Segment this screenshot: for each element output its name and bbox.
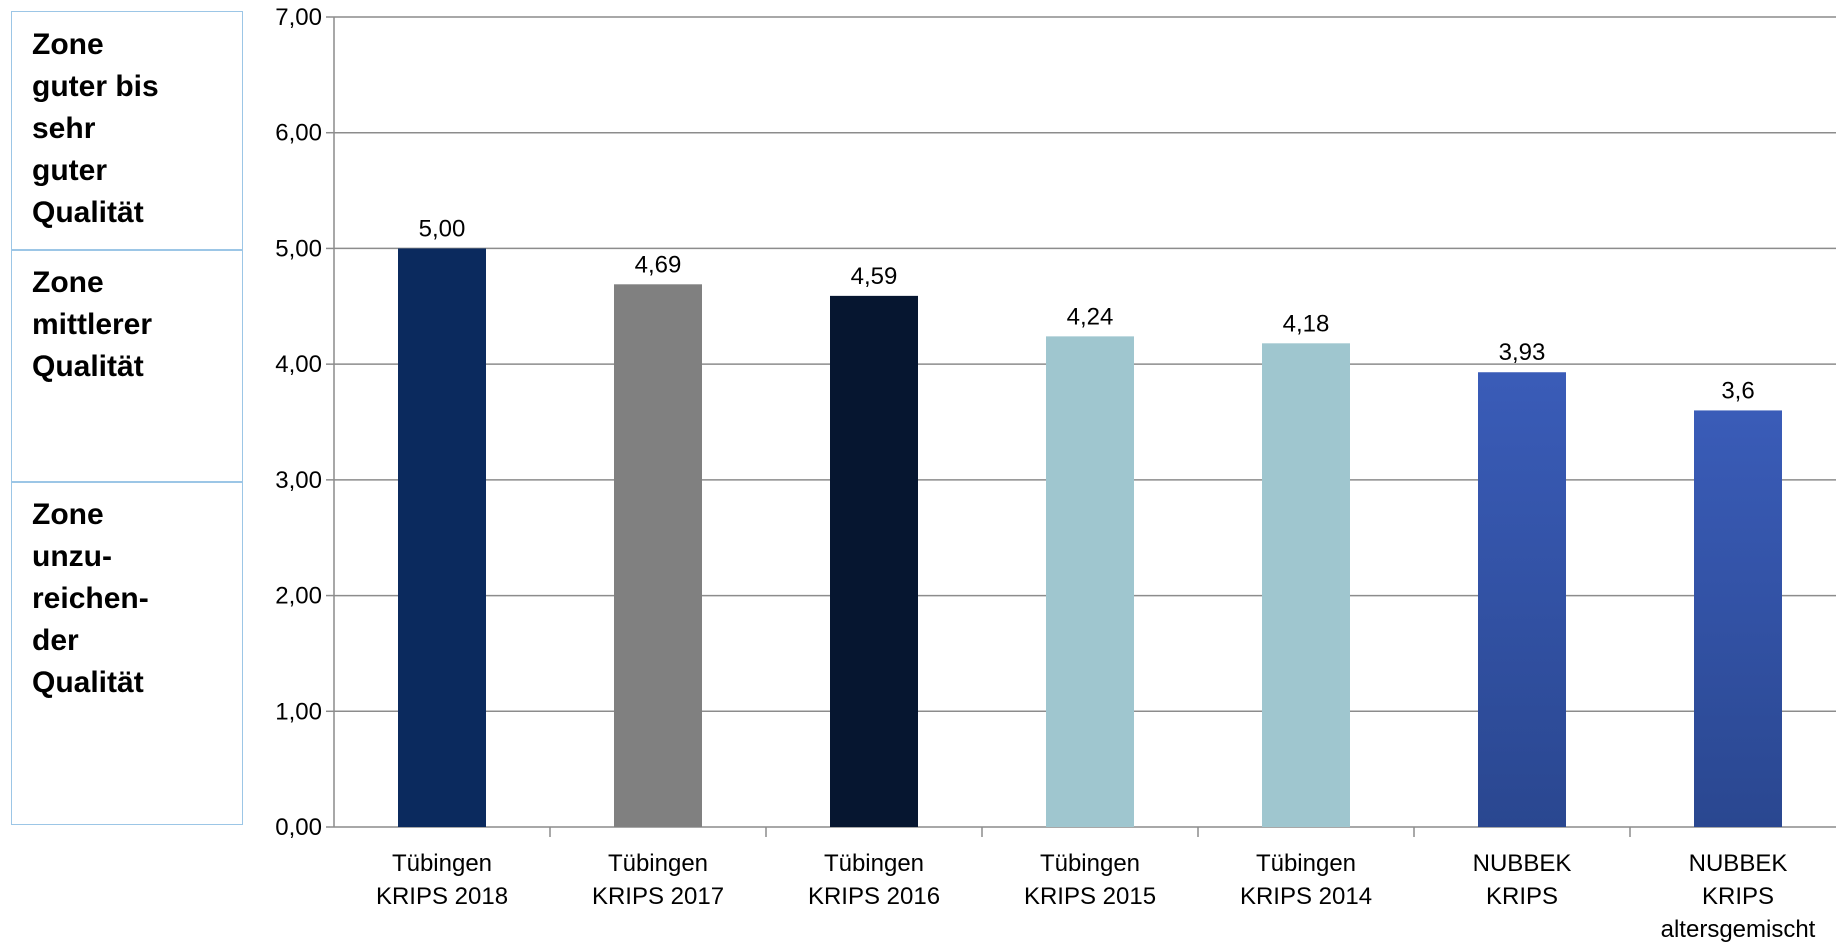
- category-label: KRIPS 2016: [808, 883, 940, 910]
- data-label: 3,93: [1499, 339, 1546, 366]
- category-label: KRIPS 2014: [1240, 883, 1372, 910]
- category-label: NUBBEK: [1473, 850, 1572, 877]
- bar: [1478, 372, 1566, 827]
- category-label: altersgemischt: [1661, 916, 1816, 943]
- category-label: Tübingen: [608, 850, 708, 877]
- bar: [614, 284, 702, 827]
- zone-box-3: [11, 482, 243, 825]
- category-label: Tübingen: [1040, 850, 1140, 877]
- quality-zones-panel: Zone guter bis sehr guter Qualität Zone mittle…: [0, 0, 260, 945]
- data-label: 4,69: [635, 251, 682, 278]
- y-tick-label: 3,00: [275, 467, 322, 494]
- zone-label-line: der: [32, 624, 79, 657]
- bar: [1262, 343, 1350, 827]
- data-label: 4,24: [1067, 303, 1114, 330]
- data-label: 4,18: [1283, 310, 1330, 337]
- y-tick-label: 4,00: [275, 351, 322, 378]
- zone-label-line: reichen-: [32, 582, 149, 615]
- zone-label-1: Zone guter bis sehr guter Qualität: [32, 24, 159, 234]
- zone-label-2: Zone mittlerer Qualität: [32, 262, 152, 388]
- zone-label-line: guter bis: [32, 70, 159, 103]
- bar: [830, 295, 918, 827]
- bar: [1694, 410, 1782, 827]
- category-label: Tübingen: [824, 850, 924, 877]
- category-label: NUBBEK: [1689, 850, 1788, 877]
- zone-label-line: Zone: [32, 28, 104, 61]
- category-label: KRIPS: [1486, 883, 1558, 910]
- zone-box-1: [11, 11, 243, 250]
- zone-label-line: Qualität: [32, 350, 144, 383]
- data-label: 3,6: [1721, 377, 1754, 404]
- y-tick-label: 7,00: [275, 4, 322, 31]
- y-tick-label: 1,00: [275, 698, 322, 725]
- zone-box-2: [11, 250, 243, 482]
- zone-label-line: mittlerer: [32, 308, 153, 341]
- y-tick-label: 5,00: [275, 235, 322, 262]
- zone-label-line: Zone: [32, 266, 104, 299]
- category-label: Tübingen: [1256, 850, 1356, 877]
- zone-label-line: unzu-: [32, 540, 112, 573]
- category-label: KRIPS 2017: [592, 883, 724, 910]
- bar: [398, 248, 486, 827]
- zone-label-3: Zone unzu-reichen-der Qualität: [32, 494, 149, 704]
- category-label: KRIPS: [1702, 883, 1774, 910]
- data-label: 4,59: [851, 263, 898, 290]
- zone-label-line: Qualität: [32, 196, 144, 229]
- zone-label-line: guter: [32, 154, 107, 187]
- data-label: 5,00: [419, 215, 466, 242]
- zone-label-line: Qualität: [32, 666, 144, 699]
- category-label: Tübingen: [392, 850, 492, 877]
- y-tick-label: 6,00: [275, 120, 322, 147]
- zone-label-line: sehr: [32, 112, 96, 145]
- category-label: KRIPS 2015: [1024, 883, 1156, 910]
- category-label: KRIPS 2018: [376, 883, 508, 910]
- bar: [1046, 336, 1134, 827]
- y-tick-label: 2,00: [275, 583, 322, 610]
- zone-label-line: Zone: [32, 498, 104, 531]
- y-tick-label: 0,00: [275, 814, 322, 841]
